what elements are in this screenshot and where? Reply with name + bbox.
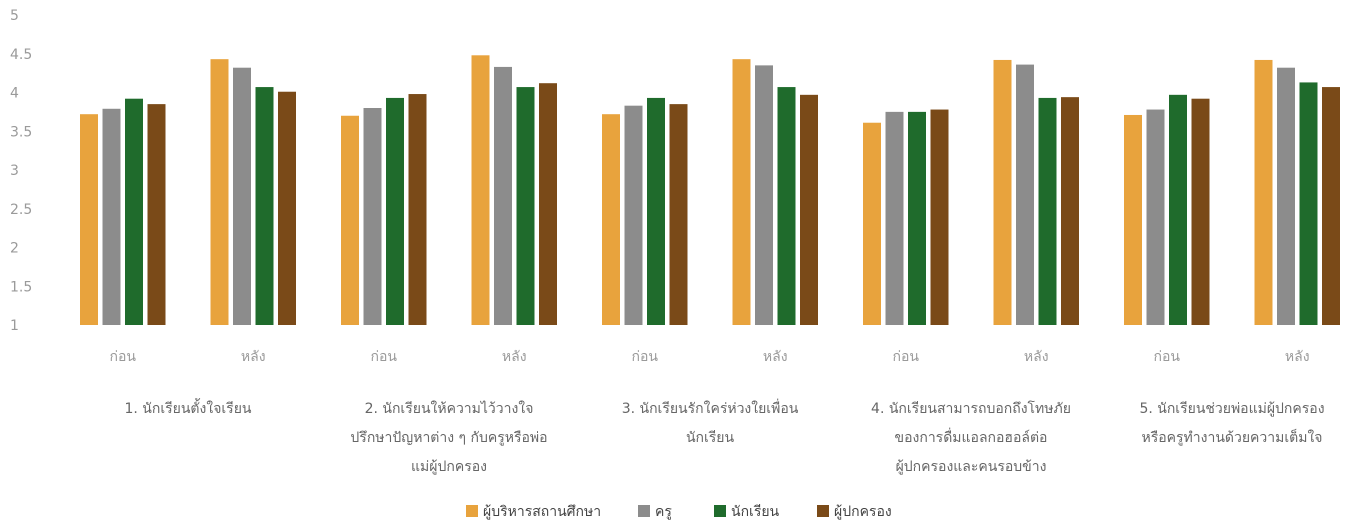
- bar-1-6: [732, 59, 751, 326]
- bar-2-8: [1016, 64, 1034, 325]
- y-tick-label: 3.5: [10, 124, 32, 140]
- bar-3-9: [1169, 94, 1187, 325]
- category-label: ก่อน: [632, 349, 659, 365]
- group-label: 3. นักเรียนรักใคร่ห่วงใยเพื่อน: [622, 399, 799, 417]
- bar-2-4: [494, 66, 512, 326]
- group-label: แม่ผู้ปกครอง: [411, 459, 487, 475]
- legend-swatch-2: [638, 505, 650, 517]
- category-label: หลัง: [241, 349, 266, 365]
- legend-label: ผู้ปกครอง: [834, 504, 892, 520]
- y-tick-label: 5: [10, 8, 19, 24]
- bar-2-2: [233, 67, 251, 325]
- bar-4-7: [930, 109, 949, 325]
- y-tick-label: 1.5: [10, 279, 32, 295]
- bar-2-6: [755, 65, 773, 325]
- bar-3-3: [386, 97, 404, 325]
- bar-3-6: [777, 87, 796, 325]
- bar-1-3: [341, 115, 359, 325]
- bar-1-2: [210, 59, 229, 326]
- bar-1-1: [80, 114, 98, 325]
- bar-2-5: [624, 105, 643, 325]
- bar-2-7: [885, 111, 904, 325]
- category-label: หลัง: [1285, 349, 1310, 365]
- group-label: หรือครูทำงานด้วยความเต็มใจ: [1141, 428, 1322, 446]
- bar-1-5: [602, 114, 620, 325]
- y-tick-label: 3: [10, 163, 19, 179]
- bar-2-3: [363, 108, 382, 325]
- legend-label: นักเรียน: [731, 504, 780, 520]
- legend-swatch-4: [817, 505, 829, 517]
- legend-label: ครู: [655, 504, 672, 520]
- legend-label: ผู้บริหารสถานศึกษา: [483, 504, 601, 520]
- bar-1-4: [471, 55, 490, 326]
- bar-3-4: [516, 87, 535, 325]
- bar-4-2: [278, 91, 296, 325]
- bar-1-8: [993, 59, 1012, 325]
- bar-2-1: [102, 108, 121, 326]
- group-label: 5. นักเรียนช่วยพ่อแม่ผู้ปกครอง: [1139, 401, 1324, 417]
- bar-3-1: [125, 98, 143, 325]
- y-tick-label: 2.5: [10, 202, 32, 218]
- group-label: ปรึกษาปัญหาต่าง ๆ กับครูหรือพ่อ: [350, 430, 547, 446]
- bar-1-7: [863, 122, 881, 325]
- category-label: ก่อน: [371, 349, 398, 365]
- bar-2-10: [1277, 67, 1295, 325]
- bar-4-3: [408, 94, 427, 325]
- category-label: หลัง: [763, 349, 788, 365]
- bar-4-4: [539, 83, 557, 325]
- bar-3-5: [647, 97, 665, 325]
- bar-3-7: [908, 111, 926, 325]
- y-tick-label: 2: [10, 241, 19, 257]
- bar-3-8: [1038, 97, 1057, 325]
- group-label: ของการดื่มแอลกอฮอล์ต่อ: [895, 428, 1048, 446]
- legend-swatch-1: [466, 505, 478, 517]
- bar-4-5: [669, 104, 688, 325]
- group-label: 4. นักเรียนสามารถบอกถึงโทษภัย: [871, 400, 1071, 417]
- category-label: ก่อน: [110, 349, 137, 365]
- bar-2-9: [1146, 109, 1165, 325]
- bar-4-9: [1191, 98, 1210, 325]
- bar-4-6: [800, 94, 818, 325]
- bar-3-10: [1299, 82, 1318, 325]
- category-label: หลัง: [1024, 349, 1049, 365]
- bar-1-10: [1254, 59, 1273, 325]
- group-label: ผู้ปกครองและคนรอบข้าง: [896, 459, 1047, 475]
- group-label: นักเรียน: [686, 430, 735, 446]
- category-label: ก่อน: [1154, 349, 1181, 365]
- bar-4-10: [1322, 87, 1340, 325]
- bar-3-2: [255, 87, 274, 325]
- group-label: 2. นักเรียนให้ความไว้วางใจ: [365, 400, 534, 417]
- y-tick-label: 1: [10, 318, 19, 334]
- bar-1-9: [1124, 114, 1142, 325]
- category-label: ก่อน: [893, 349, 920, 365]
- bar-4-8: [1061, 97, 1079, 326]
- legend-swatch-3: [714, 505, 726, 517]
- y-tick-label: 4: [10, 86, 19, 102]
- bar-4-1: [147, 104, 166, 325]
- category-label: หลัง: [502, 349, 527, 365]
- y-tick-label: 4.5: [10, 47, 32, 63]
- group-label: 1. นักเรียนตั้งใจเรียน: [125, 398, 252, 417]
